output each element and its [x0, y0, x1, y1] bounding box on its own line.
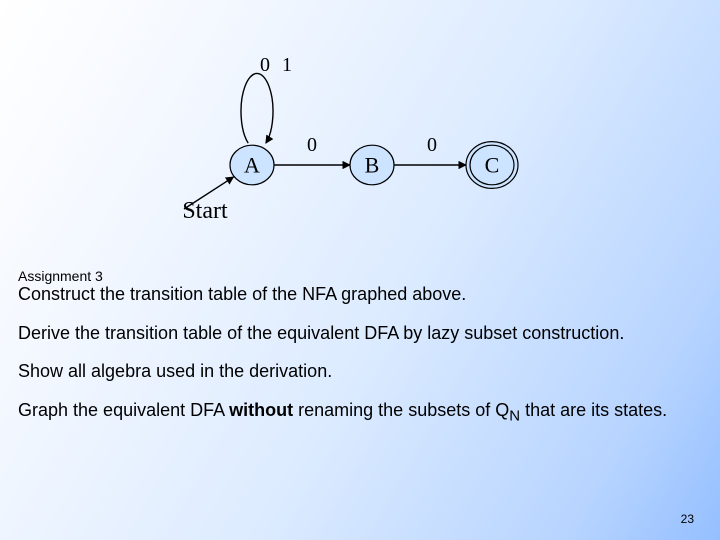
instruction-4: Graph the equivalent DFA without renamin…: [18, 400, 702, 425]
svg-text:A: A: [244, 152, 260, 177]
svg-text:0: 0: [260, 54, 270, 76]
instruction-4-mid: renaming the subsets of Q: [293, 400, 509, 420]
instruction-4-bold: without: [229, 400, 293, 420]
assignment-label: Assignment 3: [18, 268, 702, 284]
svg-text:1: 1: [282, 54, 292, 76]
svg-text:Start: Start: [182, 198, 228, 224]
svg-text:B: B: [365, 152, 380, 177]
instruction-4-prefix: Graph the equivalent DFA: [18, 400, 229, 420]
instruction-2: Derive the transition table of the equiv…: [18, 323, 702, 344]
instruction-3: Show all algebra used in the derivation.: [18, 361, 702, 382]
instruction-4-suffix: that are its states.: [520, 400, 667, 420]
slide: 0100StartABC Assignment 3 Construct the …: [0, 0, 720, 540]
instruction-1: Construct the transition table of the NF…: [18, 284, 702, 305]
svg-text:0: 0: [427, 134, 437, 156]
assignment-text-block: Assignment 3 Construct the transition ta…: [18, 268, 702, 443]
instruction-4-sub: N: [509, 408, 520, 425]
page-number: 23: [681, 512, 694, 526]
nfa-diagram: 0100StartABC: [0, 0, 720, 260]
svg-text:0: 0: [307, 134, 317, 156]
svg-text:C: C: [485, 152, 500, 177]
